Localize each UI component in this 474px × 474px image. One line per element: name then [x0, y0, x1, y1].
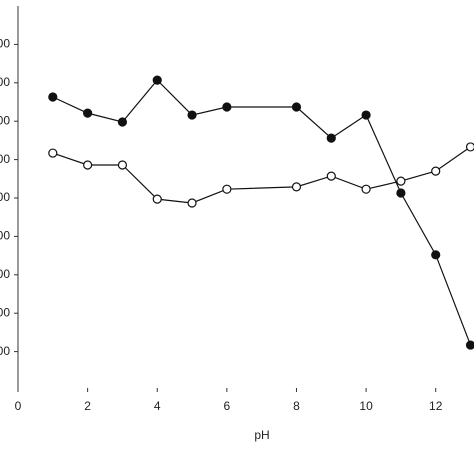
data-point	[83, 108, 93, 118]
y-tick-label: 00	[0, 37, 10, 51]
x-tick-label: 2	[84, 399, 91, 413]
data-point	[222, 102, 232, 112]
data-point	[48, 92, 58, 102]
series-line	[52, 79, 472, 346]
y-tick-label: 00	[0, 229, 10, 243]
data-point	[361, 184, 371, 194]
data-point	[152, 194, 162, 204]
x-tick-label: 8	[293, 399, 300, 413]
y-tick-label: 00	[0, 190, 10, 204]
x-tick-label: 12	[429, 399, 443, 413]
data-point	[396, 188, 406, 198]
data-point	[187, 110, 197, 120]
data-point	[431, 250, 441, 260]
data-point	[326, 171, 336, 181]
data-point	[465, 142, 474, 152]
x-tick-label: 4	[154, 399, 161, 413]
data-point	[48, 148, 58, 158]
y-tick-label: 00	[0, 267, 10, 281]
data-point	[152, 75, 162, 85]
data-point	[291, 182, 302, 192]
data-point	[431, 166, 441, 176]
series-line	[52, 146, 471, 204]
data-point	[291, 102, 302, 112]
data-point	[465, 340, 474, 350]
data-point	[117, 117, 128, 127]
y-tick-label: 00	[0, 305, 10, 319]
data-point	[117, 160, 128, 170]
data-point	[326, 133, 336, 143]
x-tick-label: 10	[359, 399, 373, 413]
data-point	[361, 110, 371, 120]
data-point	[83, 160, 93, 170]
x-tick-label: 0	[15, 399, 22, 413]
y-tick-label: 00	[0, 113, 10, 127]
y-tick-label: 00	[0, 152, 10, 166]
data-point	[222, 184, 232, 194]
y-tick-label: 00	[0, 75, 10, 89]
x-tick-label: 6	[224, 399, 231, 413]
data-point	[396, 176, 406, 186]
x-axis-label: pH	[254, 428, 269, 442]
y-tick-label: 00	[0, 344, 10, 358]
data-point	[187, 198, 197, 208]
